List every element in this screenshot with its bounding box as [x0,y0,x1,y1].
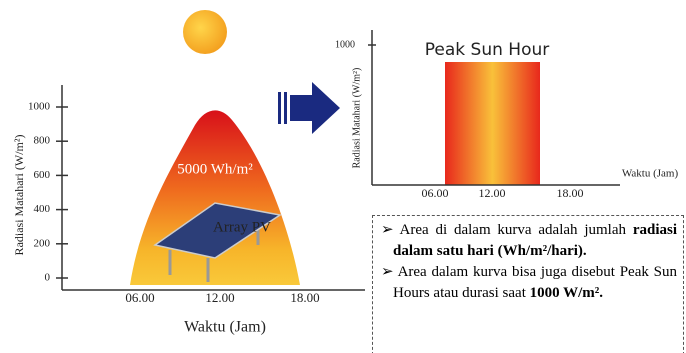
peak-sun-area [445,62,540,185]
y-tick-label: 800 [34,135,51,147]
y-axis-label: Radiasi Matahari (W/m²) [12,135,26,256]
y-tick-label: 600 [34,169,51,181]
x-tick-label: 18.00 [557,186,584,200]
arrow [278,82,340,134]
diagram: Radiasi Matahari (W/m²) 06.00 12.00 18.0… [0,0,686,353]
x-axis-label: Waktu (Jam) [184,319,266,336]
x-tick-label: 06.00 [422,186,449,200]
chart-title: Peak Sun Hour [425,40,549,60]
y-tick-label: 1000 [335,39,355,50]
notes-box: ➢ Area di dalam kurva adalah jumlah radi… [372,215,684,353]
y-tick-label: 200 [34,237,51,249]
y-axis-label: Radiasi Matahari (W/m²) [351,68,362,169]
x-tick-label: 18.00 [290,290,319,305]
area-label: 5000 Wh/m² [177,161,253,177]
y-tick-label: 400 [34,203,51,215]
note: ➢ Area dalam kurva bisa juga disebut Pea… [379,262,677,304]
sun [183,10,227,54]
y-tick-label: 0 [45,272,51,284]
x-tick-label: 12.00 [205,290,234,305]
note-text: Area di dalam kurva adalah jumlah [400,222,626,238]
y-tick-label: 1000 [28,101,51,113]
note-bold: 1000 W/m². [530,285,603,301]
x-tick-label: 12.00 [479,186,506,200]
radiation-area [130,110,300,285]
x-tick-label: 06.00 [125,290,154,305]
note: ➢ Area di dalam kurva adalah jumlah radi… [379,220,677,262]
panel-label: Array PV [213,219,271,235]
x-axis-label: Waktu (Jam) [622,168,679,180]
